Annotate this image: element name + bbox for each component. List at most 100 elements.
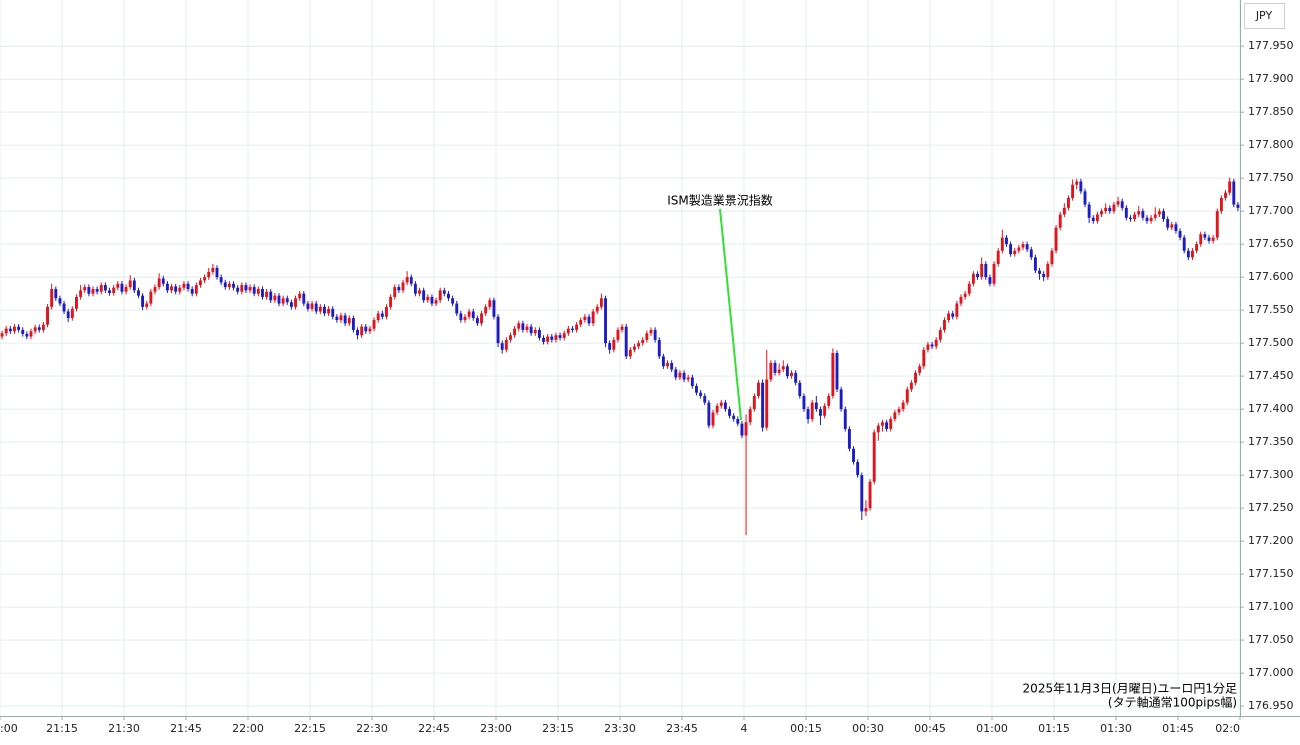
candle-body — [426, 296, 430, 301]
candle-body — [1083, 191, 1087, 205]
candle-body — [583, 316, 587, 321]
candle-body — [930, 344, 934, 347]
y-tick-label: 177.400 — [1248, 402, 1294, 415]
candle-body — [314, 303, 318, 312]
y-tick-label: 177.750 — [1248, 171, 1294, 184]
candle-body — [1124, 207, 1128, 218]
candle-body — [364, 326, 368, 332]
candle-body — [331, 308, 335, 317]
candle-body — [1207, 237, 1211, 241]
candle-body — [1236, 204, 1240, 208]
candle-body — [157, 278, 161, 288]
candle-body — [269, 291, 273, 301]
candle-body — [980, 263, 984, 278]
candle-body — [1116, 201, 1120, 205]
x-axis: :00 21:15 21:30 21:45 22:00 22:15 22:30 22:45 23… — [0, 716, 1241, 735]
candle-body — [4, 328, 8, 334]
candle-body — [343, 315, 347, 324]
candle-body — [496, 316, 500, 344]
candle-body — [1050, 250, 1054, 264]
candle-body — [397, 287, 401, 291]
x-tick-label: 23:15 — [542, 722, 574, 735]
candle-body — [513, 328, 517, 336]
candle-body — [95, 289, 99, 292]
candle-body — [649, 329, 653, 334]
candle-body — [442, 290, 446, 294]
candle-body — [1186, 250, 1190, 258]
candle-body — [657, 339, 661, 357]
candle-body — [992, 263, 996, 284]
candle-body — [504, 339, 508, 350]
x-tick-label: 21:45 — [170, 722, 202, 735]
candle-body — [132, 280, 136, 291]
candle-body — [207, 271, 211, 278]
candle-body — [409, 277, 413, 284]
candle-body — [438, 290, 442, 301]
candle-body — [75, 296, 78, 309]
candle-body — [500, 343, 504, 350]
currency-box[interactable] — [1244, 3, 1285, 29]
candle-body — [277, 295, 281, 304]
candle-body — [0, 333, 4, 337]
candle-body — [695, 386, 698, 393]
candle-body — [1071, 184, 1075, 198]
candle-body — [46, 306, 49, 325]
candle-body — [1029, 249, 1033, 258]
candle-body — [765, 379, 769, 428]
x-tick-label: 02:0 — [1215, 722, 1240, 735]
candle-body — [58, 298, 62, 304]
candle-body — [70, 308, 74, 319]
candle-body — [137, 290, 140, 296]
candle-body — [723, 402, 727, 410]
y-tick-label: 177.800 — [1248, 138, 1294, 151]
candle-body — [678, 372, 682, 378]
candle-body — [302, 293, 306, 304]
candle-body — [1021, 244, 1025, 248]
candle-body — [670, 362, 674, 370]
candle-body — [901, 402, 905, 410]
candle-body — [1178, 230, 1182, 238]
candle-body — [719, 402, 723, 406]
candle-body — [856, 461, 860, 476]
x-tick-label: 23:30 — [604, 722, 636, 735]
candle-body — [1079, 181, 1083, 192]
candle-body — [1195, 244, 1199, 251]
candle-body — [17, 326, 21, 330]
x-tick-label: 01:45 — [1162, 722, 1194, 735]
candle-body — [533, 329, 537, 334]
candle-body — [1170, 224, 1174, 228]
candle-body — [120, 283, 124, 292]
candle-body — [459, 313, 463, 321]
candle-body — [50, 289, 54, 307]
x-tick-label: 00:45 — [914, 722, 946, 735]
candle-body — [885, 422, 889, 429]
candle-body — [748, 409, 752, 423]
candle-body — [405, 277, 409, 283]
candle-body — [711, 412, 715, 426]
candle-body — [480, 313, 483, 324]
currency-label: JPY — [1255, 9, 1273, 22]
candle-body — [1075, 181, 1079, 185]
candle-body — [372, 320, 376, 329]
candle-body — [1162, 211, 1165, 220]
candle-body — [1091, 217, 1095, 222]
chart-note: 2025年11月3日(月曜日)ユーロ円1分足 — [1023, 682, 1237, 696]
y-tick-label: 177.250 — [1248, 501, 1294, 514]
candle-body — [690, 377, 694, 387]
candle-body — [112, 287, 116, 293]
candle-body — [810, 402, 814, 420]
candle-body — [265, 291, 269, 297]
candle-body — [178, 287, 182, 292]
candle-body — [62, 303, 66, 312]
candle-body — [909, 382, 913, 390]
candle-body — [1182, 237, 1186, 251]
y-tick-label: 177.900 — [1248, 72, 1294, 85]
candle-body — [761, 382, 765, 428]
candle-body — [1215, 211, 1219, 238]
candle-body — [451, 298, 455, 304]
candle-body — [653, 329, 657, 340]
candle-body — [587, 316, 591, 324]
candle-body — [430, 296, 434, 304]
y-tick-label: 177.650 — [1248, 237, 1294, 250]
candle-body — [971, 273, 975, 284]
